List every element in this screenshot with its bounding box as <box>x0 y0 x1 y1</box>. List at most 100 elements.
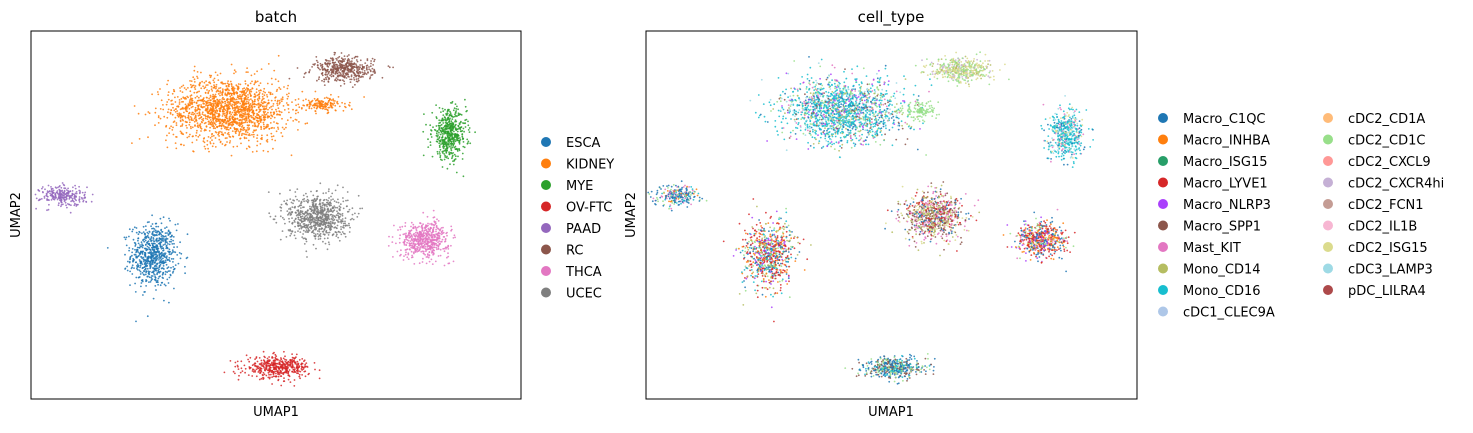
point-kidney <box>245 91 248 94</box>
point-esca <box>167 250 170 253</box>
point-ov-ftc <box>285 359 288 361</box>
point-rc <box>346 55 349 58</box>
point-esca <box>159 241 162 244</box>
point-kidney <box>205 96 208 99</box>
point-rc <box>362 73 364 76</box>
point-kidney <box>220 82 223 84</box>
point-esca <box>148 276 151 279</box>
point-kidney <box>239 102 242 105</box>
point-kidney <box>206 118 209 120</box>
point-thca <box>437 232 440 235</box>
point-ov-ftc <box>264 368 266 371</box>
point-thca <box>426 234 429 237</box>
point-kidney <box>246 90 249 92</box>
point-mye <box>445 151 448 153</box>
point-kidney <box>276 113 279 115</box>
point-mye <box>453 130 455 133</box>
point-esca <box>161 234 164 237</box>
point-paad <box>58 202 60 205</box>
point-kidney <box>263 100 265 103</box>
point-thca <box>437 220 440 222</box>
point-kidney <box>285 126 287 129</box>
point-kidney <box>242 110 245 112</box>
point-thca <box>403 242 406 245</box>
point-kidney <box>294 99 297 101</box>
point-kidney <box>172 126 174 129</box>
point-rc <box>330 73 333 76</box>
point-kidney <box>179 117 182 119</box>
point-kidney <box>283 128 286 131</box>
point-esca <box>140 256 142 258</box>
point-kidney <box>251 106 254 109</box>
point-esca <box>148 273 150 275</box>
point-esca <box>151 223 154 225</box>
point-kidney <box>308 106 311 108</box>
point-mye <box>468 131 471 134</box>
point-kidney <box>244 131 247 133</box>
point-rc <box>317 78 320 81</box>
point-esca <box>164 259 167 262</box>
point-esca <box>170 240 173 243</box>
point-ov-ftc <box>266 360 269 363</box>
point-esca <box>162 247 164 250</box>
point-kidney <box>193 86 196 89</box>
point-ucec <box>281 230 284 233</box>
point-esca <box>131 251 134 254</box>
point-esca <box>155 244 158 247</box>
point-esca <box>142 266 144 269</box>
point-kidney <box>236 145 239 148</box>
point-kidney <box>264 91 266 94</box>
point-ov-ftc <box>272 359 275 362</box>
point-thca <box>405 248 408 251</box>
point-kidney <box>262 121 265 124</box>
point-esca <box>162 240 165 242</box>
point-kidney <box>204 117 207 120</box>
point-ucec <box>295 214 298 217</box>
point-kidney <box>209 126 212 129</box>
point-esca <box>106 247 109 249</box>
point-esca <box>162 254 165 257</box>
point-kidney <box>217 132 220 135</box>
point-rc <box>331 66 334 69</box>
point-esca <box>135 256 138 259</box>
point-kidney <box>330 93 332 96</box>
point-mye <box>444 108 446 111</box>
point-mye <box>461 135 464 138</box>
point-rc <box>355 59 358 61</box>
point-kidney <box>211 90 214 92</box>
point-esca <box>144 232 146 235</box>
point-kidney <box>237 94 239 97</box>
point-kidney <box>239 130 242 133</box>
point-rc <box>342 67 345 70</box>
point-ucec <box>289 198 292 201</box>
point-rc <box>329 74 331 77</box>
point-mye <box>467 120 469 123</box>
point-paad <box>60 198 63 201</box>
point-ov-ftc <box>252 368 255 371</box>
point-kidney <box>251 111 254 113</box>
point-kidney <box>186 136 189 139</box>
point-kidney <box>302 99 305 102</box>
point-kidney <box>245 133 248 136</box>
point-esca <box>143 247 146 250</box>
point-kidney <box>263 113 266 115</box>
point-kidney <box>187 103 190 105</box>
point-paad <box>59 194 62 197</box>
point-kidney <box>258 117 261 120</box>
point-esca <box>152 297 155 300</box>
point-rc <box>328 62 330 64</box>
point-kidney <box>230 63 233 66</box>
point-esca <box>140 241 143 244</box>
point-esca <box>134 248 136 251</box>
point-kidney <box>209 137 212 139</box>
point-mye <box>451 146 454 149</box>
point-esca <box>137 237 140 240</box>
point-rc <box>354 55 357 58</box>
point-rc <box>392 66 394 69</box>
point-kidney <box>271 126 274 129</box>
point-kidney <box>182 84 185 87</box>
point-esca <box>168 248 171 251</box>
point-thca <box>429 230 431 233</box>
point-ov-ftc <box>263 367 265 369</box>
point-mye <box>458 148 460 150</box>
